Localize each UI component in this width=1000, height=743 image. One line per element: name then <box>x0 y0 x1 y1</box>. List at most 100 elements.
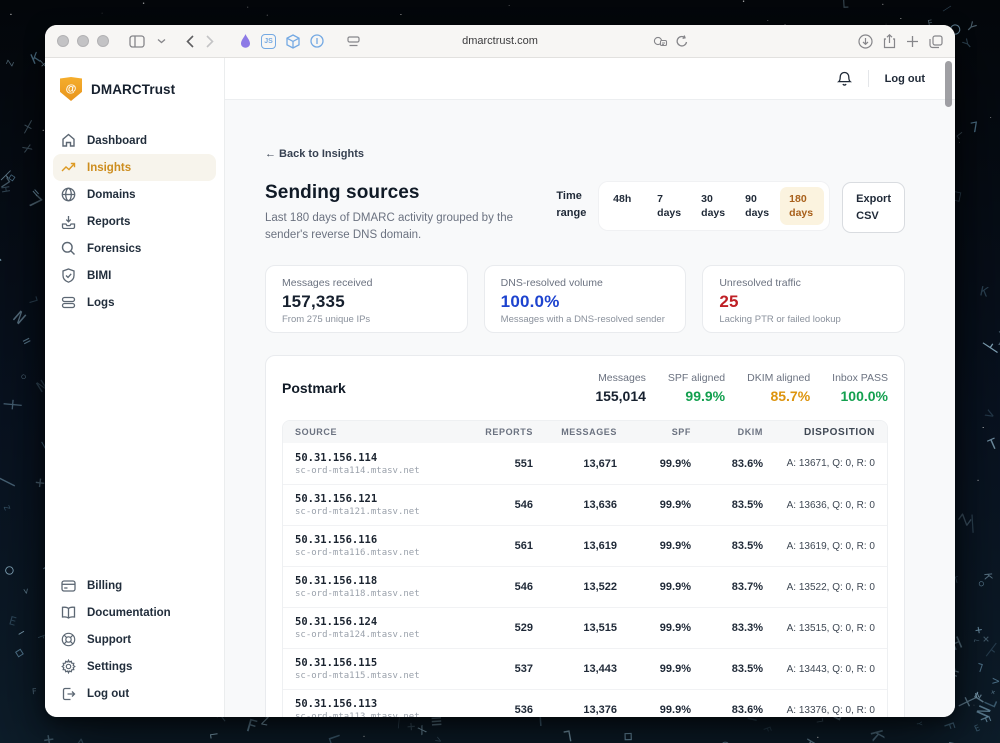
time-range-option-7d[interactable]: 7 days <box>657 193 682 220</box>
sidebar-item-label: Reports <box>87 215 131 228</box>
sidebar-item-reports[interactable]: Reports <box>53 208 216 235</box>
sidebar-item-domains[interactable]: Domains <box>53 181 216 208</box>
table-row[interactable]: 50.31.156.116 sc-ord-mta116.mtasv.net 561… <box>283 525 887 567</box>
sidebar-item-label: Billing <box>87 579 123 592</box>
provider-stat-inbox: Inbox PASS 100.0% <box>832 372 888 405</box>
sidebar-item-dashboard[interactable]: Dashboard <box>53 127 216 154</box>
provider-name: Postmark <box>282 380 346 397</box>
back-button-icon[interactable] <box>186 34 194 48</box>
sidebar-item-label: Domains <box>87 188 136 201</box>
search-icon <box>61 241 76 256</box>
globe-icon <box>61 187 76 202</box>
logs-stack-icon <box>61 296 76 309</box>
time-range-option-90d[interactable]: 90 days <box>745 193 770 220</box>
table-row[interactable]: 50.31.156.124 sc-ord-mta124.mtasv.net 529… <box>283 607 887 649</box>
close-window-button[interactable] <box>57 35 69 47</box>
provider-stat-spf: SPF aligned 99.9% <box>667 372 726 405</box>
sidebar-item-label: Documentation <box>87 606 171 619</box>
logout-button[interactable]: Log out <box>884 72 925 85</box>
table-row[interactable]: 50.31.156.115 sc-ord-mta115.mtasv.net 537… <box>283 648 887 690</box>
sidebar-nav: Dashboard Insights Domains Reports Foren… <box>45 115 224 316</box>
provider-stat-dkim: DKIM aligned 85.7% <box>747 372 811 405</box>
app-topbar: Log out <box>225 58 955 100</box>
time-range-selector: 48h 7 days 30 days 90 days 180 days <box>599 182 830 231</box>
sidebar-item-logout[interactable]: Log out <box>53 680 216 707</box>
sidebar-item-label: BIMI <box>87 269 112 282</box>
provider-card-postmark: Postmark Messages 155,014 SPF aligned 99… <box>265 355 905 717</box>
provider-stat-messages: Messages 155,014 <box>595 372 646 405</box>
lifebuoy-icon <box>61 632 76 647</box>
table-row[interactable]: 50.31.156.113sc-ord-mta113.mtasv.net 536… <box>283 689 887 717</box>
sidebar-item-insights[interactable]: Insights <box>53 154 216 181</box>
provider-summary: Messages 155,014 SPF aligned 99.9% DKIM … <box>595 372 888 404</box>
sidebar-item-logs[interactable]: Logs <box>53 289 216 316</box>
credit-card-icon <box>61 579 76 592</box>
brand-name: DMARCTrust <box>91 81 176 97</box>
tab-overview-icon[interactable] <box>929 34 943 49</box>
time-range-option-48h[interactable]: 48h <box>613 193 632 205</box>
forward-button-icon[interactable] <box>206 34 214 48</box>
report-inbox-icon <box>61 215 76 229</box>
extension-info-icon[interactable] <box>310 34 324 48</box>
sidebar-item-documentation[interactable]: Documentation <box>53 599 216 626</box>
stat-value: 100.0% <box>500 292 560 312</box>
sidebar-toggle-icon[interactable] <box>129 34 145 48</box>
sidebar-item-billing[interactable]: Billing <box>53 572 216 599</box>
privacy-report-icon[interactable] <box>653 36 668 47</box>
stat-value: 25 <box>719 292 739 312</box>
sidebar-item-bimi[interactable]: BIMI <box>53 262 216 289</box>
table-row[interactable]: 50.31.156.114 sc-ord-mta114.mtasv.net 551… <box>283 443 887 485</box>
logout-icon <box>61 687 76 701</box>
sidebar-item-label: Logs <box>87 296 115 309</box>
export-csv-button[interactable]: Export CSV <box>842 182 905 233</box>
sidebar-item-label: Insights <box>87 161 132 174</box>
time-range-option-180d[interactable]: 180 days <box>780 187 825 226</box>
time-range-option-30d[interactable]: 30 days <box>701 193 726 220</box>
page-subtitle: Last 180 days of DMARC activity grouped … <box>265 212 514 241</box>
downloads-icon[interactable] <box>858 34 873 49</box>
book-icon <box>61 606 76 619</box>
back-to-insights-link[interactable]: ← Back to Insights <box>265 148 365 160</box>
extension-drop-icon[interactable] <box>240 34 251 48</box>
sidebar-item-label: Forensics <box>87 242 142 255</box>
stat-card-unresolved: Unresolved traffic 25 Lacking PTR or fai… <box>702 265 906 334</box>
page-content: ← Back to Insights Sending sources Last … <box>225 100 955 717</box>
sidebar-item-forensics[interactable]: Forensics <box>53 235 216 262</box>
extension-js-icon[interactable]: JS <box>261 33 276 49</box>
time-range-label: Time range <box>556 190 587 219</box>
sidebar-item-support[interactable]: Support <box>53 626 216 653</box>
sources-table: SOURCE REPORTS MESSAGES SPF DKIM DISPOSI… <box>282 420 888 717</box>
stat-card-messages-received: Messages received 157,335 From 275 uniqu… <box>265 265 468 334</box>
minimize-window-button[interactable] <box>77 35 89 47</box>
stat-value: 157,335 <box>282 292 345 312</box>
trend-icon <box>61 161 76 174</box>
notifications-bell-icon[interactable] <box>836 71 852 87</box>
chevron-down-icon[interactable] <box>157 38 166 44</box>
page-scrollbar-thumb[interactable] <box>945 61 952 107</box>
stat-card-dns-resolved: DNS-resolved volume 100.0% Messages with… <box>483 265 687 334</box>
reload-icon[interactable] <box>676 35 688 48</box>
summary-stats: Messages received 157,335 From 275 uniqu… <box>265 265 906 334</box>
reader-stack-icon[interactable] <box>347 35 360 47</box>
gear-icon <box>61 659 76 674</box>
extension-cube-icon[interactable] <box>286 33 300 49</box>
topbar-divider <box>867 70 869 87</box>
page-title: Sending sources <box>265 182 420 203</box>
share-icon[interactable] <box>883 34 896 49</box>
sidebar-item-label: Log out <box>87 687 130 700</box>
new-tab-icon[interactable] <box>906 35 919 48</box>
browser-window: JS dmarctrust.com <box>45 25 955 717</box>
sidebar-footer-nav: Billing Documentation Support Settings L… <box>45 560 224 717</box>
table-row[interactable]: 50.31.156.118 sc-ord-mta118.mtasv.net 546… <box>283 566 887 608</box>
browser-titlebar: JS dmarctrust.com <box>45 25 955 58</box>
shield-check-icon <box>61 268 76 283</box>
brand-shield-icon: @ <box>60 77 82 101</box>
brand: @ DMARCTrust <box>45 58 224 115</box>
zoom-window-button[interactable] <box>97 35 109 47</box>
sidebar-item-label: Dashboard <box>87 134 148 147</box>
home-icon <box>61 133 76 148</box>
sidebar-item-settings[interactable]: Settings <box>53 653 216 680</box>
table-row[interactable]: 50.31.156.121 sc-ord-mta121.mtasv.net 546… <box>283 484 887 526</box>
sidebar-item-label: Support <box>87 633 132 646</box>
table-header: SOURCE REPORTS MESSAGES SPF DKIM DISPOSI… <box>283 421 887 444</box>
